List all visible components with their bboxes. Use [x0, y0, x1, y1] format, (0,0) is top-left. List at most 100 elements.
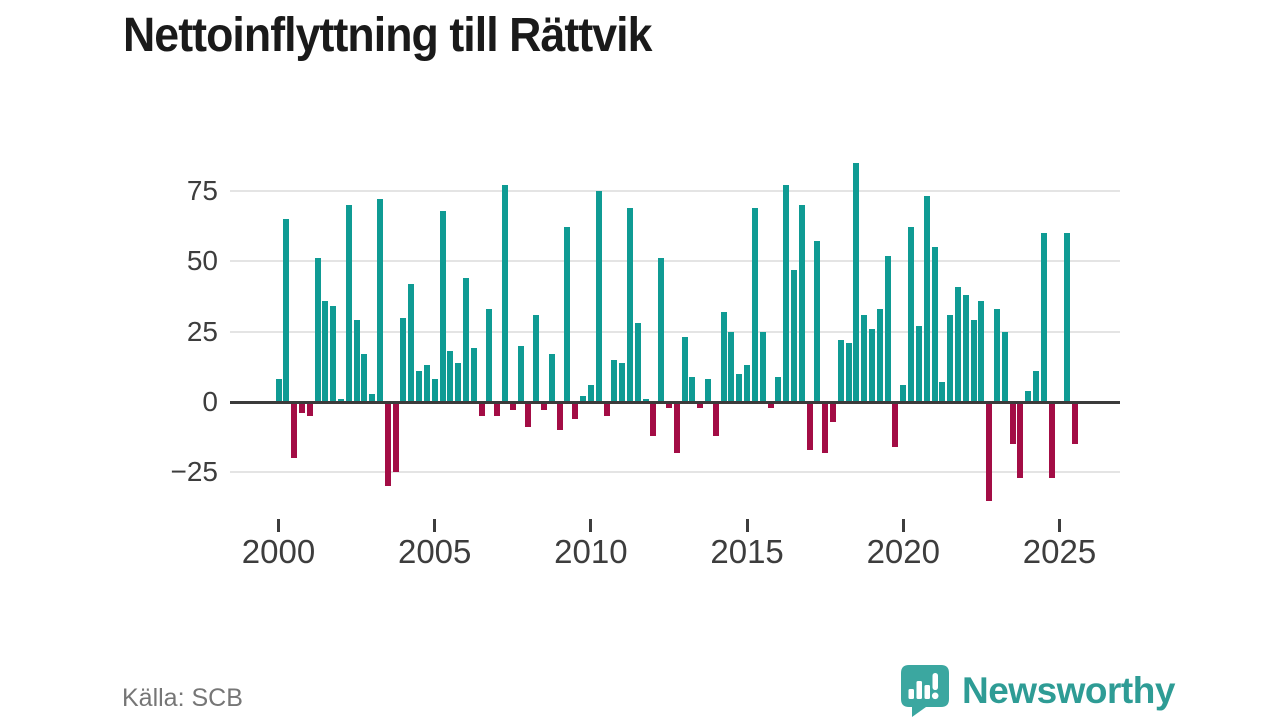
bar-2005-q1	[431, 379, 438, 402]
x-axis-label: 2015	[710, 533, 784, 570]
bar-2018-q2	[845, 342, 852, 402]
bar-2013-q4	[705, 379, 712, 402]
bar-2013-q1	[681, 337, 688, 402]
bar-2020-q4	[923, 196, 930, 402]
y-axis-label: 50	[186, 245, 218, 277]
newsworthy-logo-icon	[901, 665, 949, 717]
bar-2000-q1	[275, 379, 282, 402]
x-axis-label: 2025	[1022, 533, 1097, 570]
bar-2010-q2	[595, 190, 602, 402]
bar-2010-q4	[611, 359, 618, 402]
bar-2019-q1	[869, 328, 876, 402]
bar-2020-q1	[900, 385, 907, 402]
bar-2007-q2	[501, 185, 508, 402]
x-axis-tick-2025	[1058, 519, 1061, 532]
bar-2024-q3	[1040, 233, 1047, 402]
bar-2002-q2	[345, 204, 352, 402]
x-axis-tick-2010	[589, 519, 593, 532]
bar-2025-q3	[1072, 402, 1079, 445]
bar-2009-q2	[564, 227, 571, 402]
bar-2005-q4	[455, 362, 462, 402]
bar-2008-q2	[533, 314, 540, 402]
bar-2006-q3	[478, 402, 485, 417]
bar-2003-q1	[369, 393, 376, 402]
bar-2010-q3	[603, 402, 610, 417]
source-label: Källa: SCB	[122, 684, 243, 712]
x-axis-label: 2020	[866, 533, 940, 570]
bar-2006-q4	[486, 309, 493, 402]
bar-2001-q1	[306, 402, 313, 417]
bar-2007-q3	[509, 402, 516, 411]
bar-2008-q1	[525, 402, 532, 428]
x-axis-tick-2020	[901, 519, 905, 532]
bar-2024-q2	[1033, 371, 1040, 402]
bar-2013-q3	[697, 402, 704, 408]
bar-2014-q4	[736, 373, 743, 402]
chart-title: Nettoinflyttning till Rättvik	[123, 9, 652, 62]
bar-2008-q4	[548, 354, 555, 402]
bar-2022-q4	[986, 402, 993, 501]
bar-2018-q4	[861, 314, 868, 402]
bar-2015-q3	[759, 331, 766, 402]
bar-2000-q2	[283, 218, 290, 402]
bar-2003-q3	[384, 402, 391, 487]
bar-2016-q1	[775, 376, 782, 402]
bar-2000-q4	[298, 402, 305, 414]
newsworthy-logo-text: Newsworthy	[962, 670, 1175, 711]
bar-2023-q4	[1017, 402, 1024, 479]
y-axis-label: −25	[170, 456, 219, 488]
bar-2004-q2	[408, 283, 415, 402]
bar-2016-q2	[783, 185, 790, 402]
gridline-75	[230, 189, 1120, 192]
y-axis-label: 0	[202, 386, 218, 417]
bar-2022-q1	[962, 294, 969, 402]
bar-2002-q4	[361, 354, 368, 402]
bar-2010-q1	[587, 385, 594, 402]
bar-2015-q4	[767, 402, 774, 408]
bar-2025-q2	[1064, 233, 1071, 402]
bar-2020-q2	[908, 227, 915, 402]
bar-2021-q2	[939, 382, 946, 402]
bar-2018-q1	[837, 340, 844, 402]
bar-2023-q3	[1009, 402, 1016, 445]
x-axis-zero-line	[230, 400, 1120, 404]
bar-2004-q4	[423, 365, 430, 402]
bar-2019-q4	[892, 402, 899, 448]
bar-2014-q2	[720, 311, 727, 402]
bar-2006-q2	[470, 348, 477, 402]
x-axis-tick-2005	[433, 519, 437, 532]
bar-2017-q3	[822, 402, 829, 453]
bar-2018-q3	[853, 162, 860, 402]
gridline-25	[230, 330, 1120, 333]
bar-2002-q3	[353, 320, 360, 402]
bar-2005-q3	[447, 351, 454, 402]
bar-2009-q4	[580, 396, 587, 402]
bar-2015-q2	[751, 207, 758, 402]
x-axis-tick-2015	[745, 519, 749, 532]
bar-2009-q1	[556, 402, 563, 431]
bar-2022-q2	[970, 320, 977, 402]
bar-2017-q4	[830, 402, 836, 422]
bar-2001-q4	[330, 306, 337, 402]
bar-2020-q3	[915, 325, 922, 402]
bar-2009-q3	[572, 402, 579, 419]
x-axis-label: 2000	[241, 533, 316, 570]
bar-2008-q3	[541, 402, 548, 411]
gridline-50	[230, 260, 1120, 263]
bar-2024-q1	[1025, 390, 1032, 402]
gridline--25	[230, 471, 1120, 474]
y-axis-label: 25	[186, 315, 218, 347]
x-axis-label: 2010	[554, 533, 628, 570]
x-axis-tick-2000	[277, 519, 280, 532]
bar-2012-q4	[673, 402, 680, 453]
bar-2021-q4	[954, 286, 961, 402]
bar-2011-q2	[626, 207, 633, 402]
newsworthy-logo: Newsworthy	[900, 664, 1175, 718]
bar-2016-q3	[790, 269, 797, 402]
bar-2011-q3	[634, 323, 641, 402]
bar-2004-q3	[416, 371, 423, 402]
bar-2016-q4	[798, 204, 805, 402]
bar-2013-q2	[689, 376, 696, 402]
